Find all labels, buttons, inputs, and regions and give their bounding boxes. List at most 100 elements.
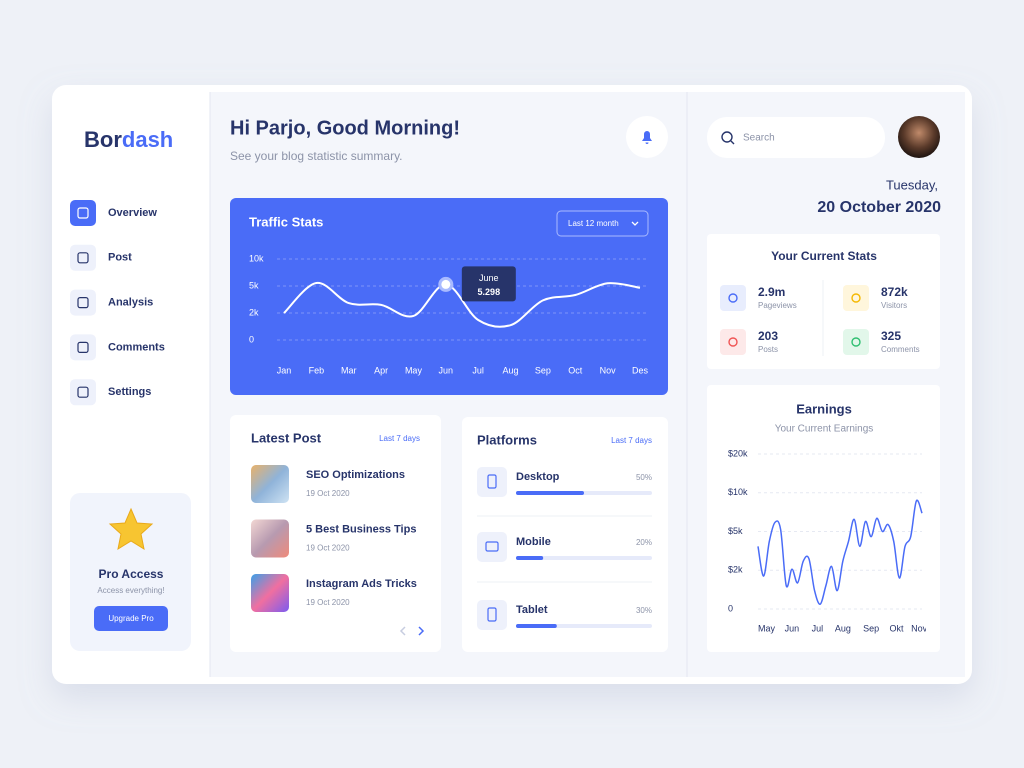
stat-icon (720, 285, 746, 311)
search-icon-handle[interactable] (730, 140, 735, 145)
x-tick-label: Jun (439, 365, 454, 375)
nav: Overview Post Analysis Comments Settings (70, 200, 165, 406)
x-tick-label: Aug (503, 365, 519, 375)
progress-bar (516, 491, 584, 495)
nav-label[interactable]: Settings (108, 386, 151, 398)
data-line (283, 282, 641, 328)
bell-icon[interactable] (642, 131, 652, 144)
nav-glyph[interactable] (77, 207, 89, 219)
post-title[interactable]: 5 Best Business Tips (306, 523, 416, 535)
search-box[interactable] (707, 117, 885, 158)
post-title[interactable]: SEO Optimizations (306, 469, 405, 481)
stat-label: Posts (758, 345, 778, 354)
brand-prefix: Bor (84, 127, 122, 152)
nav-label[interactable]: Post (108, 252, 132, 264)
platform-icon (477, 467, 507, 497)
nav-glyph[interactable] (77, 297, 89, 309)
search-placeholder[interactable]: Search (743, 133, 775, 144)
nav-glyph[interactable] (77, 252, 89, 264)
platforms-period[interactable]: Last 7 days (611, 436, 652, 445)
nav-icon[interactable] (70, 244, 96, 271)
upgrade-button-label[interactable]: Upgrade Pro (108, 614, 154, 623)
tooltip-value: 5.298 (478, 287, 501, 297)
nav-glyph[interactable] (77, 341, 89, 353)
y-tick-label: 0 (728, 603, 733, 613)
platform-name: Tablet (516, 604, 548, 616)
progress-bar (516, 624, 557, 628)
platform-name: Desktop (516, 471, 560, 483)
x-tick-label: Sep (863, 623, 879, 633)
data-line (757, 499, 923, 605)
platforms-card (462, 417, 668, 652)
traffic-chart: 0 2k 5k 10k Jan Feb Mar Apr May Jun Jul Aug Sep Oct No… (249, 253, 648, 375)
post-thumbnail[interactable] (251, 574, 289, 612)
pro-title: Pro Access (99, 567, 164, 581)
search-icon[interactable] (721, 131, 733, 143)
post-thumbnail[interactable] (251, 465, 289, 503)
upgrade-button[interactable] (94, 606, 168, 631)
stat-glyph (851, 337, 861, 347)
earnings-card (707, 385, 940, 652)
platform-percent: 30% (636, 606, 652, 615)
stat-icon (843, 329, 869, 355)
nav-icon[interactable] (70, 334, 96, 361)
platform-glyph (485, 541, 499, 552)
latest-post-period[interactable]: Last 7 days (379, 434, 420, 443)
y-tick-label: $20k (728, 448, 748, 458)
dropdown-caret[interactable] (631, 221, 639, 226)
post-list: SEO Optimizations 19 Oct 2020 5 Best Busin… (251, 465, 417, 612)
y-tick-label: 2k (249, 307, 259, 317)
nav-icon[interactable] (70, 379, 96, 406)
star-icon (108, 507, 154, 551)
data-point (438, 276, 454, 292)
nav-label[interactable]: Analysis (108, 297, 153, 309)
nav-label[interactable]: Overview (108, 207, 157, 219)
next-arrow[interactable] (418, 626, 425, 636)
post-date: 19 Oct 2020 (306, 598, 350, 607)
platform-list: Desktop 50% Mobile 20% Tablet 30% (477, 467, 652, 630)
weekday: Tuesday, (886, 177, 938, 192)
nav-icon[interactable] (70, 289, 96, 316)
stat-value: 872k (881, 285, 908, 299)
y-tick-label: $2k (728, 565, 743, 575)
platform-icon (477, 532, 507, 562)
stat-label: Comments (881, 345, 920, 354)
platform-percent: 50% (636, 473, 652, 482)
progress-track (516, 556, 652, 560)
stat-icon (843, 285, 869, 311)
x-tick-label: Des (632, 365, 649, 375)
brand-suffix: dash (122, 127, 173, 152)
avatar[interactable] (898, 116, 940, 158)
y-tick-label: $5k (728, 526, 743, 536)
platform-icon (477, 600, 507, 630)
x-tick-label: Nov (911, 623, 928, 633)
x-tick-label: May (405, 365, 423, 375)
stat-glyph (851, 293, 861, 303)
period-dropdown[interactable] (556, 210, 649, 237)
platform-percent: 20% (636, 538, 652, 547)
platform-glyph (487, 474, 497, 489)
nav-icon[interactable] (70, 200, 96, 226)
platforms-title: Platforms (477, 432, 537, 447)
x-tick-label: Oct (568, 365, 583, 375)
greeting: Hi Parjo, Good Morning! (230, 117, 460, 139)
prev-arrow[interactable] (399, 626, 406, 636)
latest-post-title: Latest Post (251, 430, 322, 445)
pro-subtitle: Access everything! (97, 586, 164, 595)
post-thumbnail[interactable] (251, 519, 289, 558)
traffic-card (230, 198, 668, 395)
x-tick-label: Jul (812, 623, 824, 633)
stats-title: Your Current Stats (771, 249, 877, 263)
y-tick-label: 10k (249, 253, 264, 263)
x-tick-label: Jun (785, 623, 800, 633)
nav-glyph[interactable] (77, 386, 89, 398)
stat-glyph (728, 293, 738, 303)
stat-value: 2.9m (758, 285, 785, 299)
x-tick-label: Jul (472, 365, 484, 375)
post-title[interactable]: Instagram Ads Tricks (306, 578, 417, 590)
tooltip-title: June (479, 273, 499, 283)
nav-label[interactable]: Comments (108, 341, 165, 353)
period-dropdown-label[interactable]: Last 12 month (568, 219, 619, 228)
